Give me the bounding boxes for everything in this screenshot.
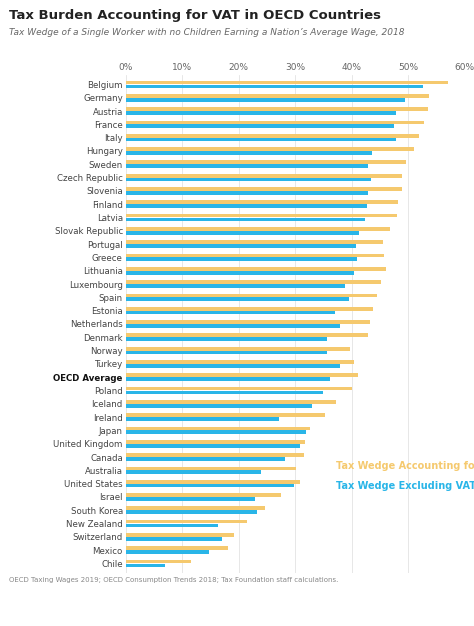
Bar (126, 453, 304, 457)
Bar (126, 334, 368, 337)
Bar (126, 218, 365, 222)
Bar (126, 94, 429, 98)
Bar (126, 138, 396, 141)
Bar (126, 204, 367, 208)
Bar (126, 466, 296, 470)
Bar (126, 484, 294, 488)
Text: OECD Taxing Wages 2019; OECD Consumption Trends 2018; Tax Foundation staff calcu: OECD Taxing Wages 2019; OECD Consumption… (9, 577, 339, 583)
Bar (126, 271, 355, 275)
Bar (126, 107, 428, 111)
Bar (126, 165, 368, 168)
Bar (126, 533, 234, 537)
Bar (126, 431, 306, 434)
Text: TAX FOUNDATION: TAX FOUNDATION (9, 605, 113, 615)
Bar (126, 187, 402, 191)
Bar (126, 444, 300, 448)
Bar (126, 284, 345, 288)
Bar (126, 85, 423, 88)
Bar (126, 563, 165, 567)
Bar (126, 404, 312, 408)
Bar (126, 520, 247, 523)
Bar (126, 523, 218, 527)
Bar (126, 377, 329, 381)
Bar (126, 307, 373, 310)
Bar (126, 134, 419, 138)
Bar (126, 254, 384, 257)
Bar (126, 294, 377, 297)
Bar (126, 426, 310, 430)
Bar (126, 387, 352, 391)
Bar (126, 125, 394, 128)
Bar (126, 493, 281, 497)
Text: @TaxFoundation: @TaxFoundation (379, 605, 465, 615)
Bar (126, 244, 356, 248)
Bar (126, 400, 336, 404)
Text: Tax Wedge of a Single Worker with no Children Earning a Nation’s Average Wage, 2: Tax Wedge of a Single Worker with no Chi… (9, 28, 405, 36)
Bar (126, 213, 397, 217)
Bar (126, 506, 264, 510)
Bar (126, 98, 405, 101)
Bar (126, 231, 359, 235)
Bar (126, 178, 371, 182)
Bar (126, 227, 390, 231)
Bar (126, 121, 424, 125)
Bar (126, 373, 358, 377)
Bar (126, 257, 356, 261)
Text: Tax Burden Accounting for VAT in OECD Countries: Tax Burden Accounting for VAT in OECD Co… (9, 9, 382, 23)
Bar (126, 200, 398, 204)
Bar (126, 417, 279, 421)
Bar (126, 174, 402, 178)
Bar (126, 111, 396, 115)
Bar (126, 550, 209, 554)
Bar (126, 360, 355, 364)
Bar (126, 160, 406, 164)
Bar (126, 351, 327, 354)
Bar (126, 391, 323, 394)
Bar (126, 546, 228, 550)
Bar (126, 267, 386, 270)
Bar (126, 413, 325, 417)
Bar (126, 457, 285, 461)
Bar (126, 147, 414, 151)
Bar (126, 347, 350, 351)
Bar (126, 191, 368, 195)
Bar (126, 310, 335, 314)
Text: Tax Wedge Accounting for VAT: Tax Wedge Accounting for VAT (336, 461, 474, 471)
Bar (126, 497, 255, 501)
Bar (126, 324, 340, 328)
Bar (126, 510, 257, 514)
Bar (126, 320, 370, 324)
Bar (126, 560, 191, 563)
Bar (126, 364, 340, 367)
Bar (126, 480, 300, 483)
Bar (126, 470, 261, 474)
Bar (126, 337, 327, 341)
Bar (126, 440, 305, 444)
Bar (126, 537, 222, 541)
Bar (126, 240, 383, 244)
Bar (126, 297, 349, 301)
Bar (126, 81, 448, 85)
Bar (126, 151, 372, 155)
Bar (126, 280, 382, 284)
Text: Tax Wedge Excluding VAT: Tax Wedge Excluding VAT (336, 481, 474, 491)
